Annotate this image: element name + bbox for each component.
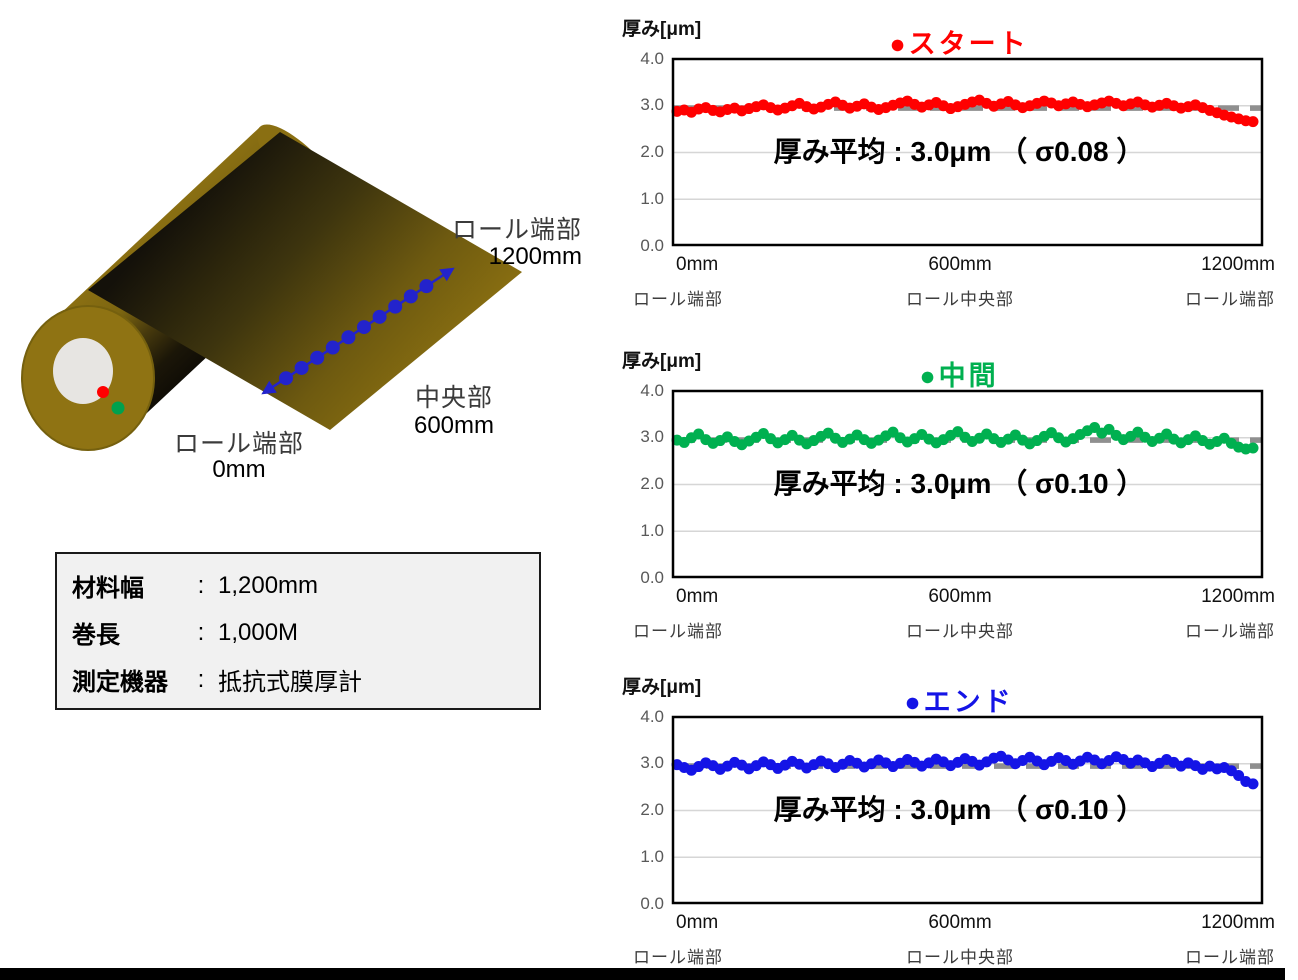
measurement-dot [294,360,309,375]
spec-label: 巻長 [72,622,120,649]
measurement-dot [279,371,293,386]
x-sub-label: ロール中央部 [906,622,1014,641]
measurement-points [279,279,434,386]
spec-value: 1,000M [218,618,299,646]
x-sub-label: ロール端部 [1185,948,1275,967]
unrolled-film-sheet [88,132,522,430]
y-tick-label: 3.0 [640,95,664,114]
y-axis-label: 厚み[μm] [622,677,702,698]
spec-row-material-width: 材料幅 : 1,200mm [72,562,539,609]
x-sub-label: ロール端部 [633,948,723,967]
arrow-head-icon [439,267,455,282]
roll-center-value: 600mm [413,412,495,439]
spec-colon: : [197,665,205,693]
measurement-dot [357,320,371,335]
measurement-dot [310,350,325,365]
x-tick-label: 600mm [928,912,992,933]
x-sub-label: ロール中央部 [906,948,1014,967]
scatter-series [671,750,1259,790]
measurement-dot [388,299,403,314]
material-spec-box: 材料幅 : 1,200mm 巻長 : 1,000M 測定機器 : 抵抗式膜厚計 [55,552,541,710]
spec-row-measuring-device: 測定機器 : 抵抗式膜厚計 [72,656,539,703]
measurement-dot [325,340,340,355]
y-axis-label: 厚み[μm] [622,351,702,372]
y-tick-label: 2.0 [640,800,664,819]
chart-title-start: ●スタート [889,29,1029,59]
x-tick-label: 600mm [928,254,992,275]
arrow-head-icon [261,380,277,395]
measurement-dot [419,279,434,294]
chart-title-middle: ●中間 [919,361,999,391]
x-tick-label: 1200mm [1201,586,1275,607]
roll-edge-label-top: ロール端部 [451,216,582,244]
y-tick-label: 2.0 [640,142,664,161]
mean-annotation: 厚み平均 : 3.0μm （ σ0.08 ） [773,136,1145,167]
plot-border [671,715,1264,905]
x-tick-label: 0mm [676,586,719,607]
middle-position-marker [111,401,125,415]
plot-area [671,715,1264,905]
x-tick-label: 1200mm [1201,912,1275,933]
data-point [1247,778,1259,790]
spec-row-roll-length: 巻長 : 1,000M [72,609,539,656]
x-tick-label: 0mm [676,254,719,275]
roll-center-label: 中央部 [414,384,493,412]
plot-area [671,389,1264,579]
thickness-chart-start: 厚み[μm] ●スタート 4.0 3.0 2.0 1.0 0.0 厚み平均 : … [620,8,1298,338]
data-point [1233,769,1245,781]
y-tick-label: 1.0 [640,189,664,208]
measurement-dot [403,289,418,304]
measurement-dot [372,309,387,324]
roll-edge-label-bottom: ロール端部 [173,430,304,458]
y-tick-label: 4.0 [640,707,664,726]
x-tick-label: 600mm [928,586,992,607]
x-sub-label: ロール端部 [633,622,723,641]
thickness-chart-middle: 厚み[μm] ●中間 4.0 3.0 2.0 1.0 0.0 厚み平均 : 3.… [620,340,1298,670]
mean-annotation: 厚み平均 : 3.0μm （ σ0.10 ） [773,794,1145,825]
y-tick-label: 0.0 [640,236,664,255]
spec-colon: : [197,618,205,646]
y-tick-label: 0.0 [640,894,664,913]
spec-value: 1,200mm [218,571,319,599]
y-tick-label: 1.0 [640,521,664,540]
roll-edge-value-bottom: 0mm [212,456,266,483]
y-tick-label: 0.0 [640,568,664,587]
y-tick-label: 1.0 [640,847,664,866]
bottom-black-bar [0,968,1285,980]
scatter-series [671,421,1259,455]
y-tick-label: 4.0 [640,381,664,400]
data-point [1247,116,1259,128]
x-tick-label: 0mm [676,912,719,933]
y-tick-label: 3.0 [640,753,664,772]
x-tick-label: 1200mm [1201,254,1275,275]
plot-border [671,57,1264,247]
x-sub-label: ロール端部 [633,290,723,309]
mean-annotation: 厚み平均 : 3.0μm （ σ0.10 ） [773,468,1145,499]
thickness-chart-end: 厚み[μm] ●エンド 4.0 3.0 2.0 1.0 0.0 厚み平均 : 3… [620,666,1298,980]
spec-label: 測定機器 [72,669,168,696]
spec-value: 抵抗式膜厚計 [218,669,362,696]
y-tick-label: 4.0 [640,49,664,68]
spec-colon: : [197,571,205,599]
y-tick-label: 3.0 [640,427,664,446]
spec-label: 材料幅 [72,575,144,602]
core-hole [53,338,113,404]
start-position-marker [97,386,109,398]
film-roll-illustration [21,124,522,451]
plot-area [671,57,1264,247]
x-sub-label: ロール中央部 [906,290,1014,309]
scatter-series [671,94,1259,128]
y-tick-label: 2.0 [640,474,664,493]
plot-border [671,389,1264,579]
data-point [1103,423,1115,435]
measurement-dot [341,330,356,345]
data-point [1247,442,1259,454]
x-sub-label: ロール端部 [1185,622,1275,641]
roll-edge-value-top: 1200mm [488,243,582,270]
chart-title-end: ●エンド [904,687,1014,717]
y-axis-label: 厚み[μm] [622,19,702,40]
x-sub-label: ロール端部 [1185,290,1275,309]
